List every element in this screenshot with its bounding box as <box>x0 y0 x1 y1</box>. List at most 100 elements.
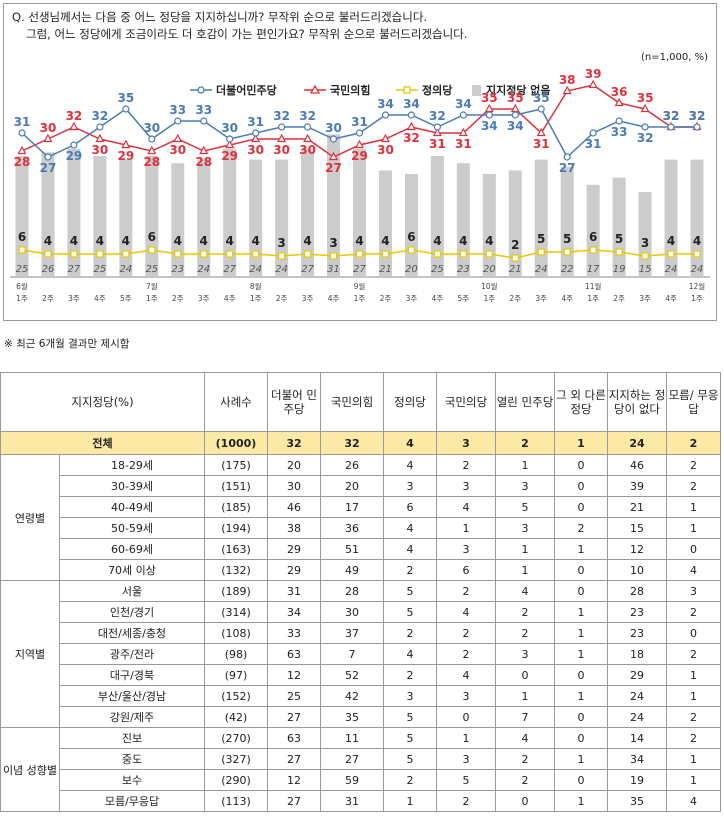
group-label: 지역별 <box>0 580 60 728</box>
table-cell: 0 <box>436 706 496 728</box>
table-cell: (152) <box>204 685 268 707</box>
table-cell: 4 <box>495 580 555 602</box>
table-cell: 24 <box>607 685 667 707</box>
table-cell: 2 <box>666 706 721 728</box>
justice-marker-25 <box>667 250 675 258</box>
table-cell: 2 <box>666 431 721 455</box>
table-cell: 23 <box>607 601 667 623</box>
bar-label-19: 21 <box>509 264 522 275</box>
table-cell: (1000) <box>204 431 268 455</box>
x-week-label-23: 2주 <box>613 294 625 303</box>
table-cell: (327) <box>204 748 268 770</box>
ppp-marker-24 <box>640 103 650 113</box>
dem-label-15: 34 <box>403 97 420 111</box>
table-cell: 35 <box>607 790 667 812</box>
table-row: 대구/경북 (97) 12 52 2 4 0 0 29 1 <box>1 664 721 686</box>
table-cell: 2 <box>436 790 496 812</box>
table-cell: (314) <box>204 601 268 623</box>
header-cell-4: 정의당 <box>383 372 437 432</box>
row-label: 30-39세 <box>59 475 205 497</box>
x-month-label-26: 12월 <box>689 281 706 291</box>
ppp-marker-22 <box>588 79 598 89</box>
table-cell: 2 <box>495 601 555 623</box>
dem-label-0: 31 <box>14 115 31 129</box>
dem-marker-23 <box>615 117 623 125</box>
dem-label-17: 34 <box>455 97 472 111</box>
table-cell: 2 <box>495 622 555 644</box>
ppp-marker-1 <box>43 133 53 143</box>
bar-label-25: 24 <box>665 264 678 275</box>
justice-label-13: 4 <box>355 234 363 248</box>
header-cell-2: 더불어 민주당 <box>267 372 321 432</box>
dem-marker-9 <box>252 129 260 137</box>
table-cell: 0 <box>554 559 608 581</box>
table-cell: 0 <box>554 496 608 518</box>
justice-marker-24 <box>641 252 649 260</box>
bar-none-13 <box>353 148 366 276</box>
table-cell: 3 <box>495 643 555 665</box>
table-cell: 23 <box>607 622 667 644</box>
ppp-label-7: 28 <box>195 155 212 169</box>
table-cell: (185) <box>204 496 268 518</box>
bar-none-9 <box>249 159 263 276</box>
x-month-label-13: 9월 <box>354 281 366 291</box>
table-cell: 21 <box>607 496 667 518</box>
table-row: 60-69세 (163) 29 51 4 3 1 1 12 0 <box>1 538 721 560</box>
table-cell: 31 <box>320 790 384 812</box>
table-cell: 0 <box>554 706 608 728</box>
ppp-marker-14 <box>380 133 390 143</box>
ppp-label-19: 35 <box>507 91 524 105</box>
table-cell: (189) <box>204 580 268 602</box>
table-row: 70세 이상 (132) 29 49 2 6 1 0 10 4 <box>1 559 721 581</box>
ppp-label-23: 36 <box>611 85 628 99</box>
dem-label-21: 27 <box>559 161 576 175</box>
justice-label-12: 3 <box>329 236 337 250</box>
table-cell: 7 <box>495 706 555 728</box>
bar-label-21: 22 <box>561 264 574 275</box>
table-cell: (113) <box>204 790 268 812</box>
row-label: 인천/경기 <box>59 601 205 623</box>
dem-marker-26 <box>693 123 701 131</box>
ppp-marker-2 <box>69 121 79 131</box>
table-cell: 2 <box>436 454 496 476</box>
justice-marker-5 <box>148 246 156 254</box>
table-cell: 1 <box>554 601 608 623</box>
table-cell: 37 <box>320 622 384 644</box>
table-row: 연령별 18-29세 (175) 20 26 4 2 1 0 46 2 <box>0 454 721 581</box>
x-week-label-4: 5주 <box>120 294 132 303</box>
table-cell: 5 <box>436 769 496 791</box>
table-cell: 1 <box>666 685 721 707</box>
table-cell: (98) <box>204 643 268 665</box>
table-cell: 5 <box>383 748 437 770</box>
ppp-label-0: 28 <box>14 155 31 169</box>
x-week-label-3: 4주 <box>94 294 106 303</box>
ppp-label-16: 31 <box>429 137 446 151</box>
legend-label-3: 지지정당 없음 <box>486 83 551 97</box>
bar-label-10: 24 <box>275 264 288 275</box>
table-cell: 15 <box>607 517 667 539</box>
x-week-label-8: 4주 <box>224 294 236 303</box>
ppp-label-18: 35 <box>481 91 498 105</box>
table-cell: (163) <box>204 538 268 560</box>
dem-label-22: 31 <box>585 137 602 151</box>
table-cell: 35 <box>320 706 384 728</box>
table-cell: 29 <box>267 559 321 581</box>
dem-label-4: 35 <box>117 91 134 105</box>
justice-marker-6 <box>174 250 182 258</box>
table-cell: 1 <box>554 431 608 455</box>
table-cell: 12 <box>267 664 321 686</box>
bar-label-14: 21 <box>379 264 392 275</box>
table-cell: 1 <box>495 685 555 707</box>
table-cell: 27 <box>267 790 321 812</box>
bar-label-23: 19 <box>613 264 626 275</box>
bar-none-7 <box>197 159 211 276</box>
table-cell: 31 <box>267 580 321 602</box>
table-cell: 25 <box>267 685 321 707</box>
ppp-marker-9 <box>251 133 261 143</box>
table-row: 중도 (327) 27 27 5 3 2 1 34 1 <box>1 748 721 770</box>
table-cell: 2 <box>666 601 721 623</box>
dem-label-13: 31 <box>351 115 368 129</box>
table-cell: 4 <box>666 559 721 581</box>
dem-label-26: 32 <box>689 109 706 123</box>
table-row: 50-59세 (194) 38 36 4 1 3 2 15 1 <box>1 517 721 539</box>
